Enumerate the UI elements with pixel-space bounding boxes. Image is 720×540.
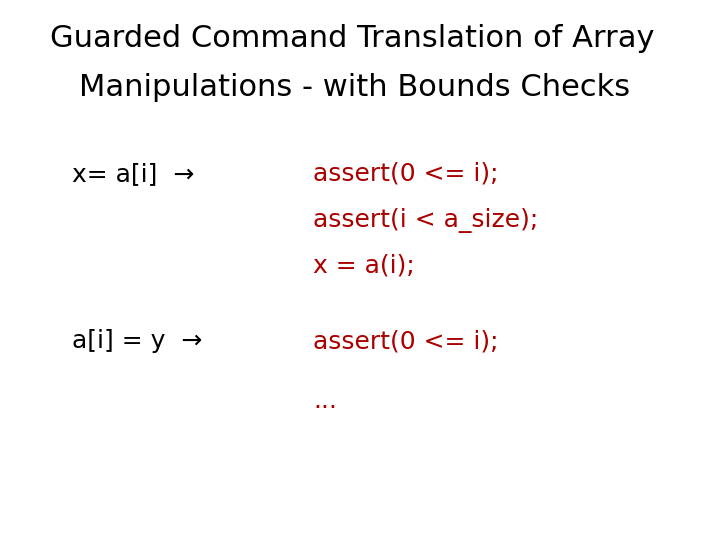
Text: a[i] = y  →: a[i] = y → [72, 329, 202, 353]
Text: ...: ... [313, 389, 337, 413]
Text: Manipulations - with Bounds Checks: Manipulations - with Bounds Checks [79, 73, 630, 102]
Text: x= a[i]  →: x= a[i] → [72, 162, 194, 186]
Text: Guarded Command Translation of Array: Guarded Command Translation of Array [50, 24, 655, 53]
Text: x = a(i);: x = a(i); [313, 254, 415, 278]
Text: assert(i < a_size);: assert(i < a_size); [313, 208, 539, 233]
Text: assert(0 <= i);: assert(0 <= i); [313, 162, 499, 186]
Text: assert(0 <= i);: assert(0 <= i); [313, 329, 499, 353]
